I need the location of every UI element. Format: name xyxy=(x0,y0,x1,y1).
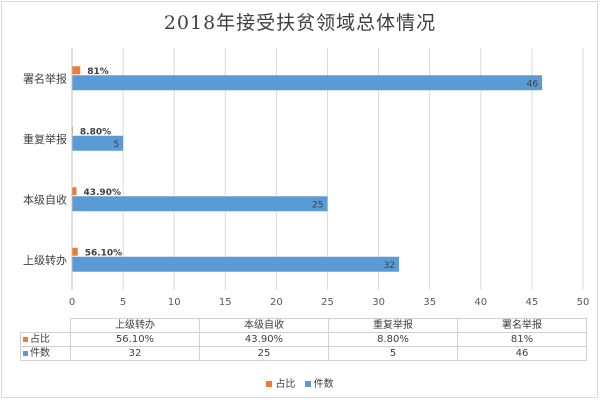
data-table-header-row: 上级转办 本级自收 重复举报 署名举报 xyxy=(20,318,587,333)
x-tick-label: 25 xyxy=(321,297,334,308)
series-row-header: 件数 xyxy=(20,346,71,361)
legend-label: 占比 xyxy=(275,379,296,390)
table-category: 上级转办 xyxy=(70,318,200,333)
y-category-label: 署名举报 xyxy=(23,71,67,85)
data-table-row-ratio: 占比 56.10% 43.90% 8.80% 81% xyxy=(20,332,587,347)
data-table-corner xyxy=(20,318,71,333)
series-name: 占比 xyxy=(30,334,50,345)
x-tick-label: 30 xyxy=(372,297,385,308)
data-label-count: 5 xyxy=(113,140,119,150)
data-label-count: 32 xyxy=(384,261,395,271)
series-row-header: 占比 xyxy=(20,332,71,347)
x-tick-label: 20 xyxy=(270,297,283,308)
legend-swatch xyxy=(304,381,311,387)
data-table-row-count: 件数 32 25 5 46 xyxy=(20,346,587,361)
table-cell: 56.10% xyxy=(70,332,200,347)
x-tick-label: 15 xyxy=(219,297,232,308)
bar-count xyxy=(72,135,124,151)
table-category: 重复举报 xyxy=(328,318,458,333)
data-label-ratio: 43.90% xyxy=(83,188,121,198)
x-tick-label: 10 xyxy=(168,297,181,308)
x-tick-label: 40 xyxy=(474,297,487,308)
bar-ratio xyxy=(72,247,78,256)
table-cell: 25 xyxy=(199,346,329,361)
series-name: 件数 xyxy=(30,348,50,359)
bar-ratio xyxy=(72,187,77,196)
table-cell: 81% xyxy=(457,332,587,347)
y-category-label: 重复举报 xyxy=(23,132,67,146)
table-cell: 32 xyxy=(70,346,200,361)
series-swatch-ratio xyxy=(23,336,28,342)
x-tick-label: 5 xyxy=(120,297,126,308)
table-cell: 43.90% xyxy=(199,332,329,347)
table-cell: 5 xyxy=(328,346,458,361)
bar-ratio xyxy=(72,66,81,75)
legend-item-ratio[interactable]: 占比 xyxy=(266,375,295,390)
x-tick-label: 0 xyxy=(69,297,75,308)
data-label-ratio: 8.80% xyxy=(80,127,111,137)
bar-count xyxy=(72,256,400,272)
table-category: 本级自收 xyxy=(199,318,329,333)
x-tick-label: 50 xyxy=(577,297,590,308)
chart-legend: 占比 件数 xyxy=(0,375,600,390)
legend-label: 件数 xyxy=(313,379,334,390)
data-label-count: 25 xyxy=(312,200,323,210)
chart-title: 2018年接受扶贫领域总体情况 xyxy=(163,12,437,34)
x-tick-label: 45 xyxy=(526,297,539,308)
bar-count xyxy=(72,75,543,91)
table-cell: 8.80% xyxy=(328,332,458,347)
data-label-count: 46 xyxy=(527,79,539,89)
legend-swatch xyxy=(266,381,273,387)
y-category-label: 本级自收 xyxy=(23,192,67,206)
bar-count xyxy=(72,196,328,212)
x-tick-label: 35 xyxy=(423,297,436,308)
data-label-ratio: 56.10% xyxy=(85,248,123,258)
data-label-ratio: 81% xyxy=(87,67,109,77)
series-swatch-count xyxy=(23,350,28,356)
data-table: 上级转办 本级自收 重复举报 署名举报 占比 56.10% 43.90% 8.8… xyxy=(20,318,587,361)
legend-item-count[interactable]: 件数 xyxy=(304,375,334,390)
table-category: 署名举报 xyxy=(457,318,587,333)
y-category-label: 上级转办 xyxy=(23,253,67,267)
table-cell: 46 xyxy=(457,346,587,361)
